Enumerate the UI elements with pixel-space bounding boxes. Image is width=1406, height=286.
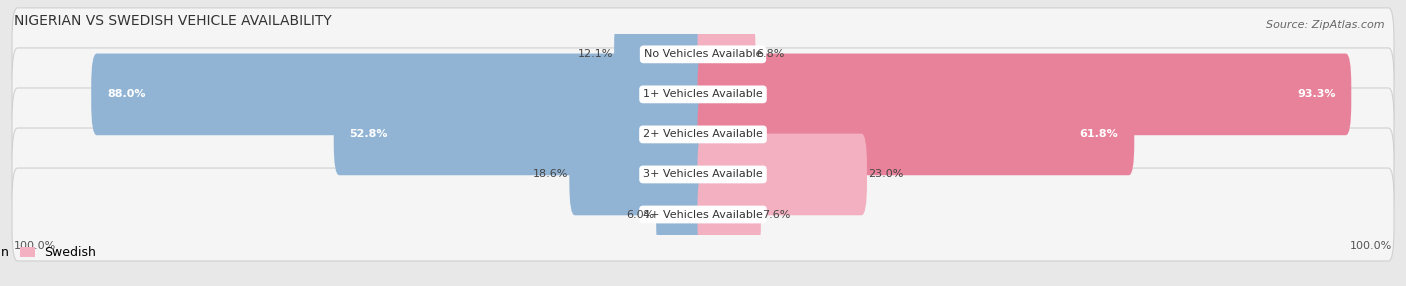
- Text: NIGERIAN VS SWEDISH VEHICLE AVAILABILITY: NIGERIAN VS SWEDISH VEHICLE AVAILABILITY: [14, 14, 332, 28]
- Text: 93.3%: 93.3%: [1296, 90, 1336, 99]
- FancyBboxPatch shape: [569, 134, 709, 215]
- FancyBboxPatch shape: [333, 94, 709, 175]
- Text: 88.0%: 88.0%: [107, 90, 146, 99]
- Text: 2+ Vehicles Available: 2+ Vehicles Available: [643, 130, 763, 139]
- Text: 61.8%: 61.8%: [1080, 130, 1118, 139]
- FancyBboxPatch shape: [13, 88, 1393, 181]
- FancyBboxPatch shape: [697, 134, 868, 215]
- FancyBboxPatch shape: [614, 13, 709, 95]
- FancyBboxPatch shape: [697, 94, 1135, 175]
- Text: 100.0%: 100.0%: [14, 241, 56, 251]
- FancyBboxPatch shape: [697, 13, 755, 95]
- FancyBboxPatch shape: [13, 48, 1393, 141]
- FancyBboxPatch shape: [13, 128, 1393, 221]
- Text: 6.8%: 6.8%: [756, 49, 785, 59]
- Text: 18.6%: 18.6%: [533, 170, 568, 179]
- FancyBboxPatch shape: [697, 174, 761, 255]
- Legend: Nigerian, Swedish: Nigerian, Swedish: [0, 241, 101, 264]
- FancyBboxPatch shape: [13, 8, 1393, 101]
- Text: No Vehicles Available: No Vehicles Available: [644, 49, 762, 59]
- Text: 4+ Vehicles Available: 4+ Vehicles Available: [643, 210, 763, 219]
- FancyBboxPatch shape: [13, 168, 1393, 261]
- FancyBboxPatch shape: [657, 174, 709, 255]
- Text: 6.0%: 6.0%: [627, 210, 655, 219]
- Text: 3+ Vehicles Available: 3+ Vehicles Available: [643, 170, 763, 179]
- Text: 1+ Vehicles Available: 1+ Vehicles Available: [643, 90, 763, 99]
- FancyBboxPatch shape: [697, 53, 1351, 135]
- Text: 100.0%: 100.0%: [1350, 241, 1392, 251]
- Text: Source: ZipAtlas.com: Source: ZipAtlas.com: [1267, 20, 1385, 30]
- Text: 23.0%: 23.0%: [869, 170, 904, 179]
- FancyBboxPatch shape: [91, 53, 709, 135]
- Text: 52.8%: 52.8%: [350, 130, 388, 139]
- Text: 7.6%: 7.6%: [762, 210, 790, 219]
- Text: 12.1%: 12.1%: [578, 49, 613, 59]
